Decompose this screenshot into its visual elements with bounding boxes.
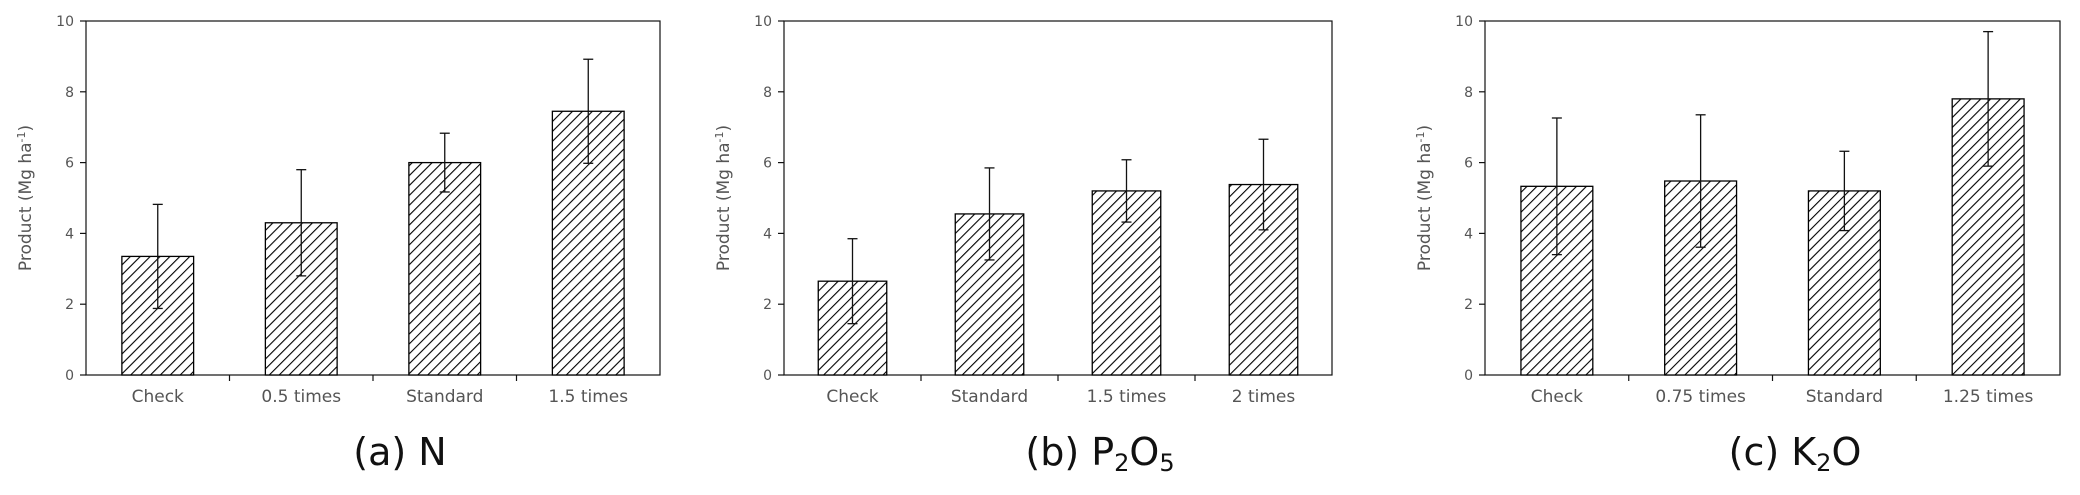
- y-tick-label-a-0: 0: [65, 368, 74, 384]
- y-tick-label-a-2: 4: [65, 226, 74, 242]
- y-tick-label-c-4: 8: [1464, 85, 1473, 101]
- y-axis-label-a: Product (Mg ha-1): [15, 125, 36, 271]
- x-tick-label-c-1: 0.75 times: [1655, 387, 1746, 407]
- x-tick-label-a-3: 1.5 times: [548, 387, 628, 407]
- y-tick-label-b-2: 4: [763, 226, 772, 242]
- y-tick-label-c-2: 4: [1464, 226, 1473, 242]
- x-tick-label-c-0: Check: [1531, 387, 1583, 407]
- panel-title-c-sub1: 2: [1816, 449, 1832, 477]
- x-tick-label-c-2: Standard: [1806, 387, 1883, 407]
- panel-title-c-mid: O: [1831, 430, 1862, 474]
- x-tick-label-a-0: Check: [132, 387, 184, 407]
- panel-title-a-text: (a) N: [353, 430, 447, 474]
- y-tick-label-c-3: 6: [1464, 156, 1473, 172]
- y-tick-label-a-1: 2: [65, 297, 74, 313]
- y-tick-label-c-1: 2: [1464, 297, 1473, 313]
- panel-title-b-sub1: 2: [1114, 449, 1130, 477]
- panel-title-b: (b) P2O5: [840, 430, 1360, 477]
- x-tick-label-c-3: 1.25 times: [1943, 387, 2034, 407]
- y-tick-label-a-3: 6: [65, 156, 74, 172]
- bar-a-2: [408, 161, 482, 376]
- y-tick-label-b-1: 2: [763, 297, 772, 313]
- x-tick-label-b-2: 1.5 times: [1087, 387, 1167, 407]
- panel-title-a: (a) N: [140, 430, 660, 474]
- y-tick-label-c-5: 10: [1455, 14, 1473, 30]
- x-tick-label-a-1: 0.5 times: [261, 387, 341, 407]
- x-tick-label-a-2: Standard: [406, 387, 483, 407]
- panel-title-c: (c) K2O: [1535, 430, 2055, 477]
- x-tick-label-b-3: 2 times: [1232, 387, 1296, 407]
- y-tick-label-b-4: 8: [763, 85, 772, 101]
- x-tick-label-b-0: Check: [826, 387, 878, 407]
- y-axis-label-b: Product (Mg ha-1): [713, 125, 734, 271]
- panel-title-b-sub2: 5: [1159, 449, 1175, 477]
- y-axis-label-c: Product (Mg ha-1): [1414, 125, 1435, 271]
- y-tick-label-b-3: 6: [763, 156, 772, 172]
- x-tick-label-b-1: Standard: [951, 387, 1028, 407]
- y-tick-label-a-5: 10: [56, 14, 74, 30]
- panel-title-c-prefix: (c) K: [1728, 430, 1817, 474]
- panel-title-b-prefix: (b) P: [1025, 430, 1115, 474]
- y-tick-label-c-0: 0: [1464, 368, 1473, 384]
- panel-title-b-mid: O: [1129, 430, 1160, 474]
- y-tick-label-b-0: 0: [763, 368, 772, 384]
- y-tick-label-b-5: 10: [754, 14, 772, 30]
- y-tick-label-a-4: 8: [65, 85, 74, 101]
